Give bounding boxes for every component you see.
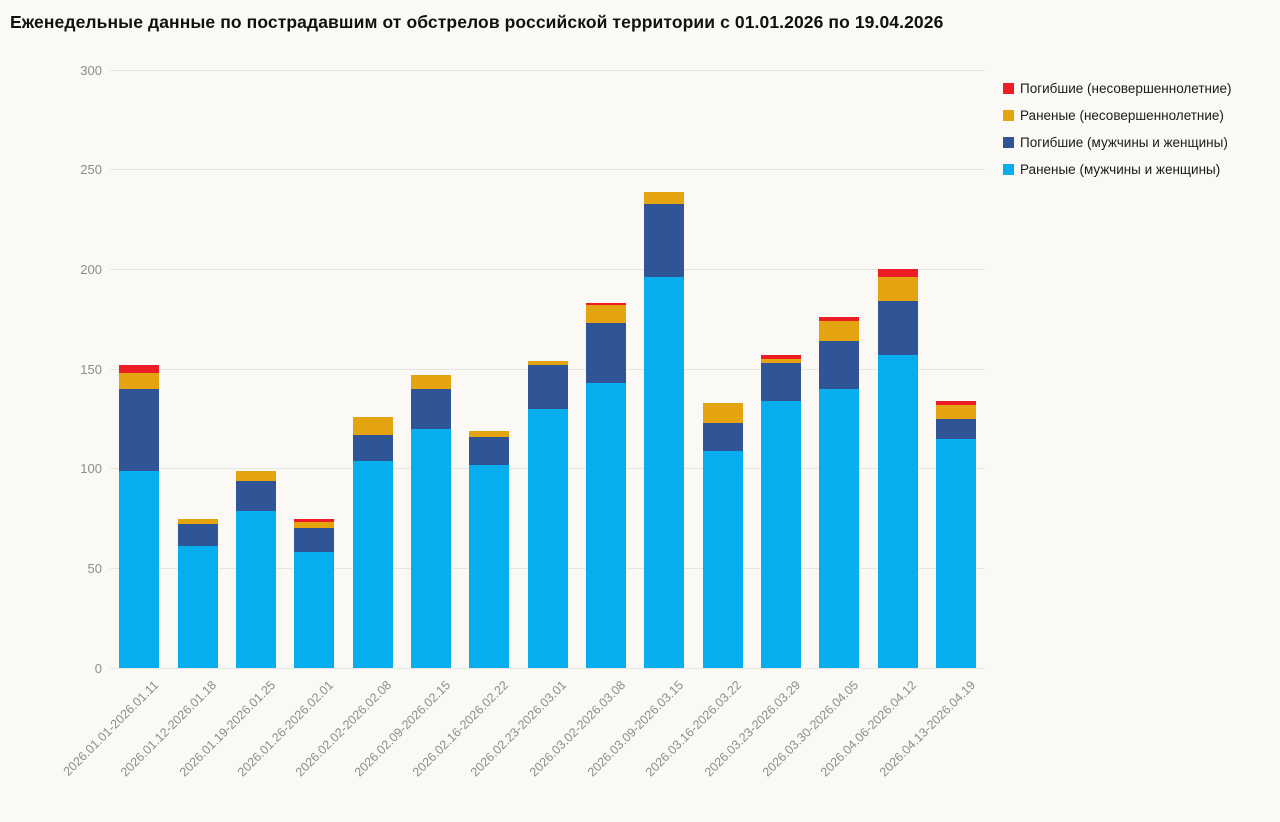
bar-segment [702,422,743,451]
bar-segment [935,438,976,668]
x-axis-tick-label: 2026.02.16-2026.02.22 [409,678,512,780]
bar-segment [294,518,335,523]
bar-segment [702,402,743,423]
legend-color-swatch-icon [1003,137,1014,148]
legend-color-swatch-icon [1003,164,1014,175]
bar-segment [585,323,626,383]
legend-item: Погибшие (мужчины и женщины) [1003,135,1232,150]
bar-segment [702,450,743,668]
y-axis-tick-label: 300 [80,62,102,78]
bar-segment [294,552,335,668]
legend-item: Погибшие (несовершеннолетние) [1003,81,1232,96]
y-axis-tick-label: 150 [80,361,102,377]
bar-segment [352,416,393,435]
legend-color-swatch-icon [1003,83,1014,94]
y-axis-tick-label: 100 [80,461,102,477]
x-axis-tick-label: 2026.02.23-2026.03.01 [468,678,570,780]
bar-segment [644,277,685,668]
x-axis-tick-label: 2026.01.26-2026.02.01 [234,678,337,780]
bar-segment [235,470,276,481]
y-gridline [110,268,985,270]
bar-segment [177,546,218,668]
bar-segment [119,365,160,373]
bar-segment [527,361,568,365]
y-gridline [110,169,985,171]
bar-segment [119,372,160,389]
bar-segment [410,374,451,389]
y-axis-tick-label: 0 [94,660,102,676]
bar-segment [819,317,860,322]
legend-item-label: Раненые (несовершеннолетние) [1020,108,1224,123]
legend-item-label: Погибшие (несовершеннолетние) [1020,81,1232,96]
chart-title: Еженедельные данные по пострадавшим от о… [10,12,944,32]
y-gridline [110,667,985,669]
bar-segment [935,418,976,439]
x-axis-tick-label: 2026.02.02-2026.02.08 [293,678,395,780]
bar-segment [819,321,860,342]
bar-segment [760,355,801,360]
legend-item: Раненые (мужчины и женщины) [1003,162,1232,177]
y-axis-tick-label: 50 [87,560,102,576]
bar-segment [177,518,218,525]
bar-segment [469,464,510,668]
bar-segment [119,470,160,668]
x-axis-tick-label: 2026.01.19-2026.01.25 [176,678,278,780]
bar-segment [119,388,160,471]
bar-segment [819,388,860,668]
bar-segment [760,400,801,668]
x-axis-tick-label: 2026.03.09-2026.03.15 [584,678,687,780]
bar-segment [877,269,918,278]
bar-segment [935,404,976,419]
bar-segment [819,341,860,389]
bar-segment [760,363,801,401]
bar-segment [527,365,568,409]
x-axis-tick-label: 2026.01.12-2026.01.18 [118,678,220,780]
bar-segment [527,408,568,668]
bar-segment [352,434,393,461]
bar-segment [177,524,218,547]
x-axis-tick-label: 2026.03.30-2026.04.05 [759,678,862,780]
bar-segment [644,203,685,278]
x-axis-tick-label: 2026.03.02-2026.03.08 [526,678,628,780]
x-axis-tick-label: 2026.04.13-2026.04.19 [876,678,978,780]
bar-segment [469,430,510,437]
y-axis-tick-label: 250 [80,162,102,178]
legend: Погибшие (несовершеннолетние) Раненые (не… [1003,81,1232,189]
bar-segment [469,436,510,465]
bar-segment [935,400,976,405]
bar-segment [877,301,918,356]
bar-segment [294,528,335,553]
bar-segment [410,428,451,668]
bar-segment [585,303,626,306]
legend-item-label: Раненые (мужчины и женщины) [1020,162,1221,177]
bar-segment [877,277,918,302]
legend-item: Раненые (несовершеннолетние) [1003,108,1232,123]
bar-segment [410,388,451,429]
bar-segment [294,522,335,529]
bar-segment [585,305,626,324]
bar-segment [760,359,801,364]
bar-segment [352,460,393,668]
bar-segment [235,510,276,668]
x-axis-tick-label: 2026.03.23-2026.03.29 [701,678,803,780]
bar-segment [585,382,626,668]
x-axis-tick-label: 2026.01.01-2026.01.11 [60,678,162,779]
bar-segment [235,480,276,511]
y-gridline [110,69,985,71]
x-axis-tick-label: 2026.04.06-2026.04.12 [818,678,920,780]
y-axis-tick-label: 200 [80,261,102,277]
bar-segment [644,191,685,204]
legend-color-swatch-icon [1003,110,1014,121]
legend-item-label: Погибшие (мужчины и женщины) [1020,135,1228,150]
bar-segment [877,355,918,668]
x-axis-tick-label: 2026.03.16-2026.03.22 [643,678,745,780]
x-axis-tick-label: 2026.02.09-2026.02.15 [351,678,453,780]
